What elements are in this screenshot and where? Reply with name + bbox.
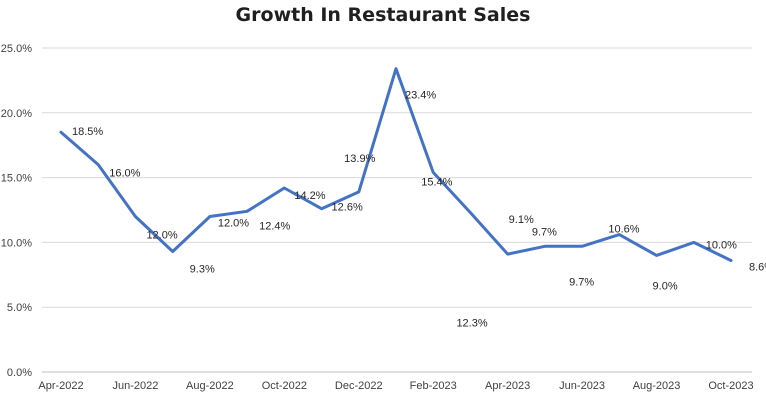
- data-label: 10.0%: [706, 239, 737, 251]
- data-label: 15.4%: [421, 176, 452, 188]
- data-label: 23.4%: [405, 90, 436, 102]
- chart-title: Growth In Restaurant Sales: [235, 4, 531, 26]
- data-label: 9.3%: [190, 263, 215, 275]
- series-line-0: [59, 67, 733, 262]
- gridlines: [42, 47, 752, 308]
- data-label: 14.2%: [294, 190, 325, 202]
- x-tick-label: Oct-2022: [262, 380, 307, 392]
- x-tick-label: Oct-2023: [708, 380, 753, 392]
- x-tick-label: Jun-2022: [113, 380, 159, 392]
- data-label: 12.6%: [332, 202, 363, 214]
- data-label: 18.5%: [72, 126, 103, 138]
- data-label: 12.4%: [259, 220, 290, 232]
- y-tick-label: 10.0%: [1, 237, 32, 249]
- y-tick-label: 5.0%: [7, 302, 32, 314]
- data-label: 16.0%: [109, 168, 140, 180]
- data-label: 12.0%: [146, 229, 177, 241]
- x-tick-label: Jun-2023: [559, 380, 605, 392]
- y-tick-label: 15.0%: [1, 173, 32, 185]
- data-label: 12.0%: [218, 217, 249, 229]
- axes: 0.0% 5.0% 10.0% 15.0% 20.0% 25.0% Apr-2022 Jun-…: [1, 43, 754, 392]
- x-tick-label: Feb-2023: [410, 380, 457, 392]
- x-tick-label: Dec-2022: [335, 380, 383, 392]
- y-tick-label: 0.0%: [7, 367, 32, 379]
- data-label: 9.0%: [653, 280, 678, 292]
- x-tick-label: Aug-2023: [633, 380, 681, 392]
- data-label: 10.6%: [608, 224, 639, 236]
- data-label: 9.1%: [509, 214, 534, 226]
- data-label: 9.7%: [532, 226, 557, 238]
- data-label: 8.6%: [749, 262, 766, 274]
- y-tick-label: 20.0%: [1, 108, 32, 120]
- x-tick-label: Apr-2023: [485, 380, 530, 392]
- series-layer: [59, 67, 733, 262]
- data-labels: 18.5% 16.0% 12.0% 9.3% 12.0% 12.4% 14.2% 12.6% 1…: [72, 90, 766, 330]
- data-label: 13.9%: [344, 153, 375, 165]
- data-label: 12.3%: [456, 318, 487, 330]
- y-tick-label: 25.0%: [1, 43, 32, 55]
- data-label: 9.7%: [569, 276, 594, 288]
- x-tick-label: Apr-2022: [38, 380, 83, 392]
- x-tick-label: Aug-2022: [186, 380, 234, 392]
